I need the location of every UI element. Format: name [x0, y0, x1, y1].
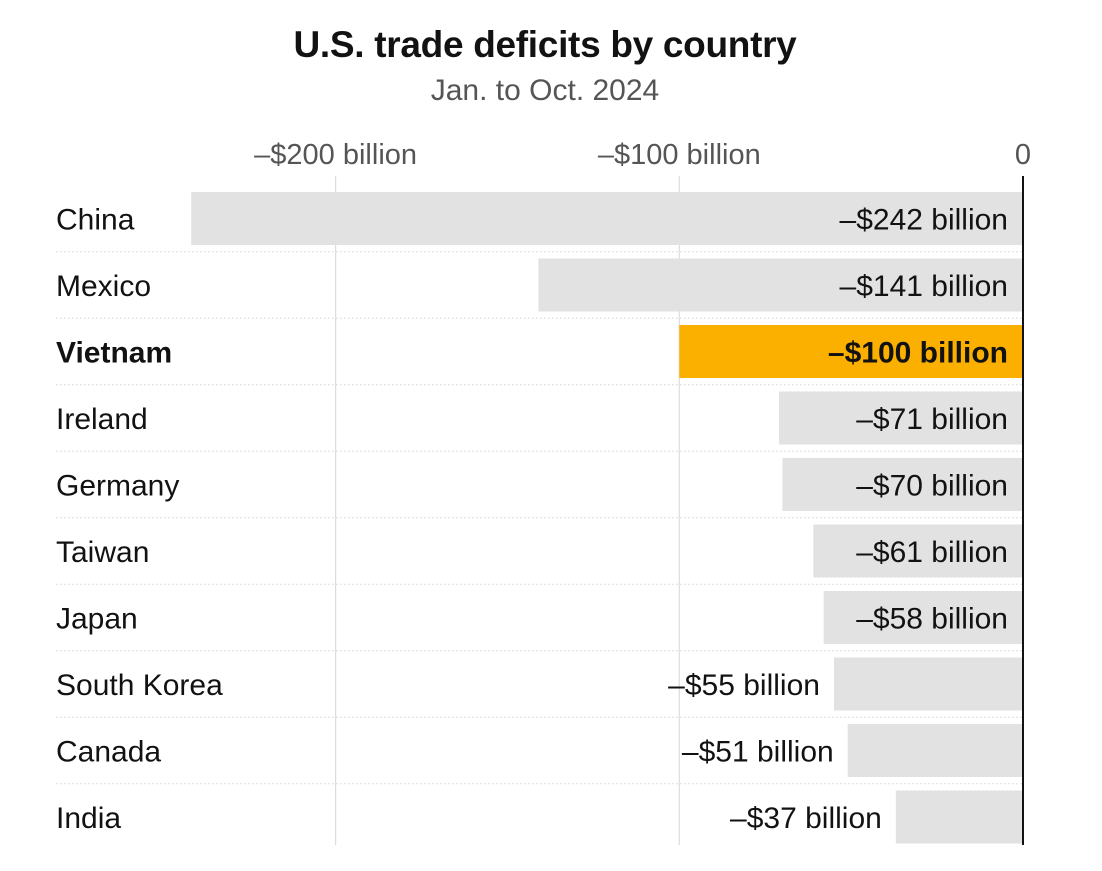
- chart-subtitle: Jan. to Oct. 2024: [430, 74, 660, 107]
- category-label-vietnam: Vietnam: [56, 337, 172, 370]
- bar-taiwan: [813, 524, 1023, 578]
- labels: China –$242 billion Mexico –$141 billion Vie…: [56, 204, 1008, 836]
- bars: [191, 192, 1024, 844]
- category-label-germany: Germany: [56, 470, 179, 503]
- category-label-mexico: Mexico: [56, 270, 151, 303]
- value-label-canada: –$51 billion: [682, 736, 834, 769]
- x-axis: –$200 billion –$100 billion 0: [254, 139, 1031, 845]
- value-label-mexico: –$141 billion: [840, 270, 1008, 303]
- bar-ireland: [778, 391, 1023, 445]
- value-label-germany: –$70 billion: [856, 470, 1008, 503]
- bar-india: [895, 790, 1023, 844]
- value-label-japan: –$58 billion: [856, 603, 1008, 636]
- value-label-vietnam: –$100 billion: [828, 337, 1008, 370]
- value-label-taiwan: –$61 billion: [856, 536, 1008, 569]
- bar-vietnam: [679, 325, 1023, 378]
- x-tick-label: –$100 billion: [598, 139, 761, 171]
- category-label-china: China: [56, 204, 135, 237]
- row-separators: [56, 251, 1023, 785]
- category-label-ireland: Ireland: [56, 403, 148, 436]
- category-label-taiwan: Taiwan: [56, 536, 149, 569]
- value-label-india: –$37 billion: [730, 802, 882, 835]
- bar-germany: [782, 458, 1023, 511]
- x-tick-label: 0: [1015, 139, 1031, 171]
- x-tick-label: –$200 billion: [254, 139, 417, 171]
- value-label-china: –$242 billion: [840, 204, 1008, 237]
- category-label-japan: Japan: [56, 603, 138, 636]
- chart-title: U.S. trade deficits by country: [293, 24, 797, 65]
- category-label-canada: Canada: [56, 736, 161, 769]
- value-label-south-korea: –$55 billion: [668, 669, 820, 702]
- bar-south-korea: [833, 657, 1023, 711]
- category-label-south-korea: South Korea: [56, 669, 223, 702]
- bar-china: [191, 192, 1024, 245]
- bar-japan: [823, 591, 1023, 644]
- value-label-ireland: –$71 billion: [856, 403, 1008, 436]
- category-label-india: India: [56, 802, 121, 835]
- bar-mexico: [538, 258, 1023, 312]
- bar-canada: [847, 724, 1023, 777]
